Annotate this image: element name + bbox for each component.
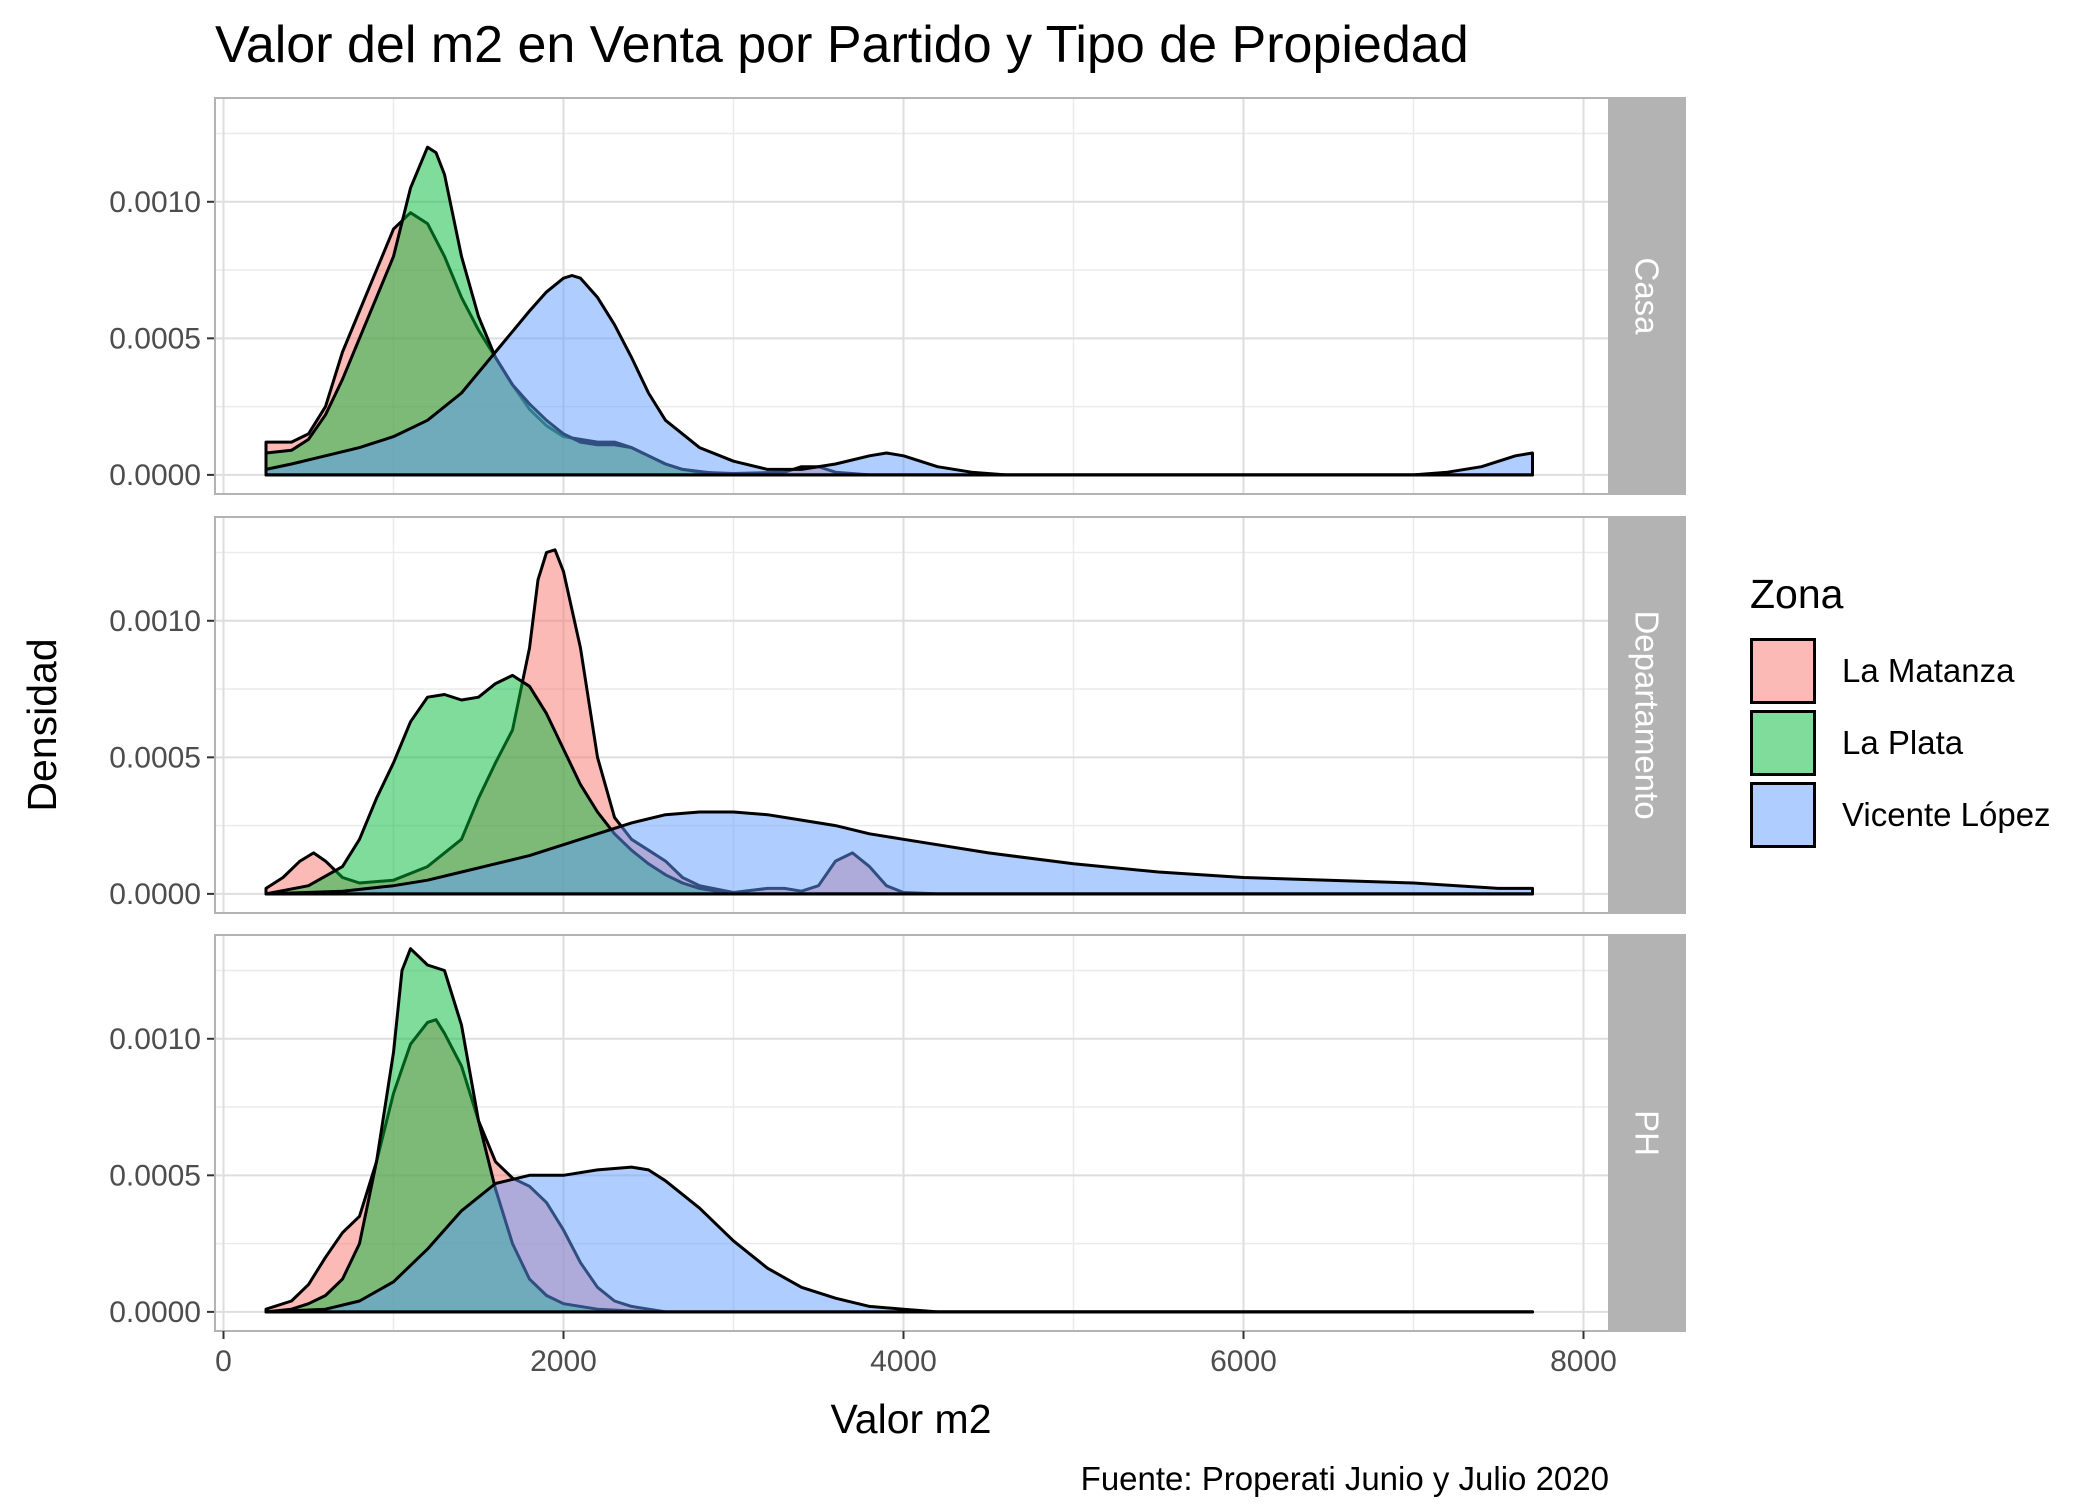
legend-key-la-plata <box>1750 710 1816 776</box>
density-area-vicente-lopez-ph <box>264 1165 1534 1314</box>
y-tick-label: 0.0005 <box>109 322 201 355</box>
facet-strip-ph <box>1608 934 1686 1332</box>
y-tick-label: 0.0010 <box>109 1023 201 1056</box>
legend-key-vicente-lopez <box>1750 782 1816 848</box>
panel-departamento: 0.0000 0.0005 0.0010 Departamento <box>109 516 1686 914</box>
y-tick-label: 0.0005 <box>109 1159 201 1192</box>
panel-ph: 0.0000 0.0005 0.0010 PH <box>109 934 1686 1332</box>
legend-label-la-plata: La Plata <box>1842 724 1964 761</box>
x-tick-label: 8000 <box>1550 1345 1617 1378</box>
y-tick-label: 0.0005 <box>109 741 201 774</box>
chart-caption: Fuente: Properati Junio y Julio 2020 <box>1081 1460 1609 1497</box>
y-tick-label: 0.0000 <box>109 1296 201 1329</box>
facet-strip-label: Departamento <box>1629 610 1666 819</box>
x-axis: 0 2000 4000 6000 8000 <box>215 1331 1617 1378</box>
y-tick-label: 0.0010 <box>109 605 201 638</box>
density-area-vicente-lopez-casa <box>264 274 1534 477</box>
legend-title: Zona <box>1750 571 1844 617</box>
x-axis-title: Valor m2 <box>830 1396 991 1442</box>
legend-key-la-matanza <box>1750 638 1816 704</box>
legend-label-la-matanza: La Matanza <box>1842 652 2015 689</box>
density-area-vicente-lopez-departamento <box>264 810 1534 896</box>
legend: Zona La Matanza La Plata Vicente López <box>1750 571 2051 848</box>
y-tick-label: 0.0010 <box>109 186 201 219</box>
x-tick-label: 2000 <box>530 1345 597 1378</box>
chart-title: Valor del m2 en Venta por Partido y Tipo… <box>215 16 1469 74</box>
x-tick-label: 6000 <box>1210 1345 1277 1378</box>
y-axis-title: Densidad <box>19 638 65 811</box>
facet-strip-label: PH <box>1629 1110 1666 1156</box>
panels-layer: 0.0000 0.0005 0.0010 Casa 0.0000 0.0005 0.0010… <box>109 97 1686 1332</box>
facet-strip-departamento <box>1608 516 1686 914</box>
facet-strip-label: Casa <box>1629 257 1666 335</box>
panel-casa: 0.0000 0.0005 0.0010 Casa <box>109 97 1686 495</box>
x-tick-label: 4000 <box>870 1345 937 1378</box>
facet-strip-casa <box>1608 97 1686 495</box>
legend-label-vicente-lopez: Vicente López <box>1842 796 2051 833</box>
y-tick-label: 0.0000 <box>109 459 201 492</box>
y-tick-label: 0.0000 <box>109 878 201 911</box>
x-tick-label: 0 <box>215 1345 232 1378</box>
